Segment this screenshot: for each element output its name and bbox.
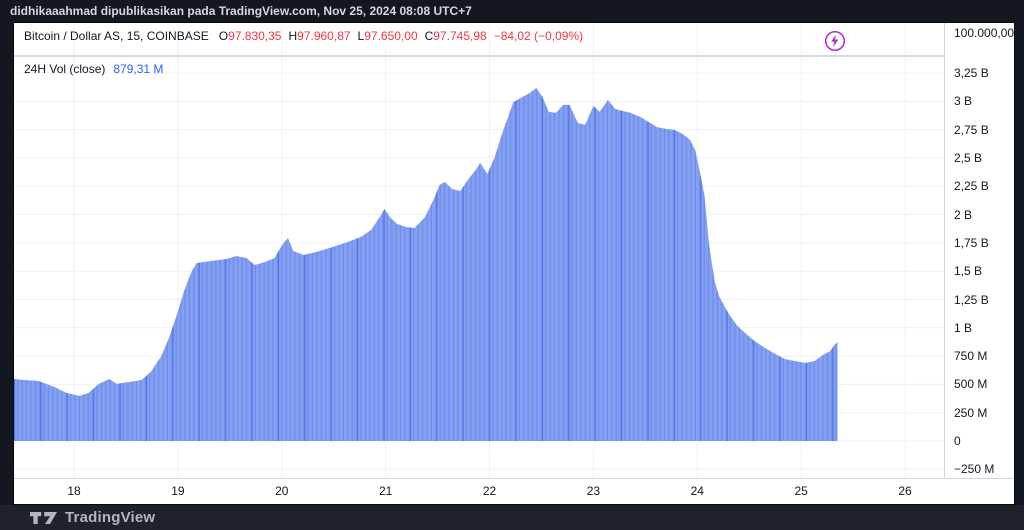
indicator-legend[interactable]: 24H Vol (close) 879,31 M <box>24 62 163 76</box>
indicator-title: 24H Vol (close) <box>24 62 106 76</box>
volume-tick-label: 1 B <box>954 320 973 335</box>
footer-bar: TradingView <box>0 505 1024 530</box>
time-tick-label: 18 <box>67 484 81 498</box>
price-scale[interactable]: 100.000,00 3,25 B 3 B 2,75 B 2,5 B 2,25 B 2 B… <box>944 23 1014 479</box>
chart-panel: Bitcoin / Dollar AS, 15, COINBASE O97.830… <box>13 22 1015 505</box>
volume-tick-label: −250 M <box>954 462 995 477</box>
volume-tick-label: 500 M <box>954 377 988 392</box>
volume-tick-label: 1,5 B <box>954 264 983 279</box>
time-tick-label: 25 <box>794 484 808 498</box>
volume-tick-label: 1,25 B <box>954 292 989 307</box>
pane-separator[interactable] <box>14 55 1014 57</box>
change-value: −84,02 (−0,09%) <box>493 29 584 43</box>
symbol-legend[interactable]: Bitcoin / Dollar AS, 15, COINBASE O97.830… <box>24 29 583 43</box>
time-scale[interactable]: 18 19 20 21 22 23 24 25 26 <box>14 478 1014 504</box>
time-tick-label: 23 <box>586 484 601 498</box>
volume-tick-label: 1,75 B <box>954 235 989 250</box>
volume-tick-label: 750 M <box>954 349 988 364</box>
volume-tick-label: 3 B <box>954 94 973 109</box>
time-tick-label: 21 <box>378 484 393 498</box>
symbol-title: Bitcoin / Dollar AS, 15, COINBASE <box>24 29 209 43</box>
volume-tick-label: 2,75 B <box>954 122 989 137</box>
tradingview-wordmark[interactable]: TradingView <box>65 509 156 526</box>
lightning-icon <box>824 30 846 52</box>
attribution-banner: didhikaaahmad dipublikasikan pada Tradin… <box>10 4 472 18</box>
volume-tick-label: 0 <box>954 434 961 448</box>
time-tick-label: 24 <box>690 484 704 498</box>
ohlc-values: O97.830,35 H97.960,87 L97.650,00 C97.745,98 <box>219 29 494 43</box>
ohlc-pair: C97.745,98 <box>424 29 487 43</box>
time-tick-label: 22 <box>482 484 497 498</box>
volume-tick-label: 2,25 B <box>954 179 989 194</box>
volume-tick-label: 250 M <box>954 405 988 420</box>
volume-tick-label: 2,5 B <box>954 151 983 165</box>
ohlc-pair: L97.650,00 <box>357 29 418 43</box>
ohlc-pair: H97.960,87 <box>288 29 351 43</box>
volume-histogram-canvas[interactable] <box>14 23 944 478</box>
volume-tick-label: 3,25 B <box>954 66 989 81</box>
indicator-value: 879,31 M <box>113 62 164 76</box>
volume-tick-label: 2 B <box>954 207 973 222</box>
tradingview-logo-icon[interactable] <box>30 509 57 527</box>
time-tick-label: 19 <box>171 484 185 498</box>
time-tick-label: 26 <box>898 484 912 498</box>
ohlc-pair: O97.830,35 <box>218 29 282 43</box>
instant-detail-button[interactable] <box>822 28 848 54</box>
time-tick-label: 20 <box>275 484 289 498</box>
price-scale-label: 100.000,00 <box>954 26 1015 40</box>
